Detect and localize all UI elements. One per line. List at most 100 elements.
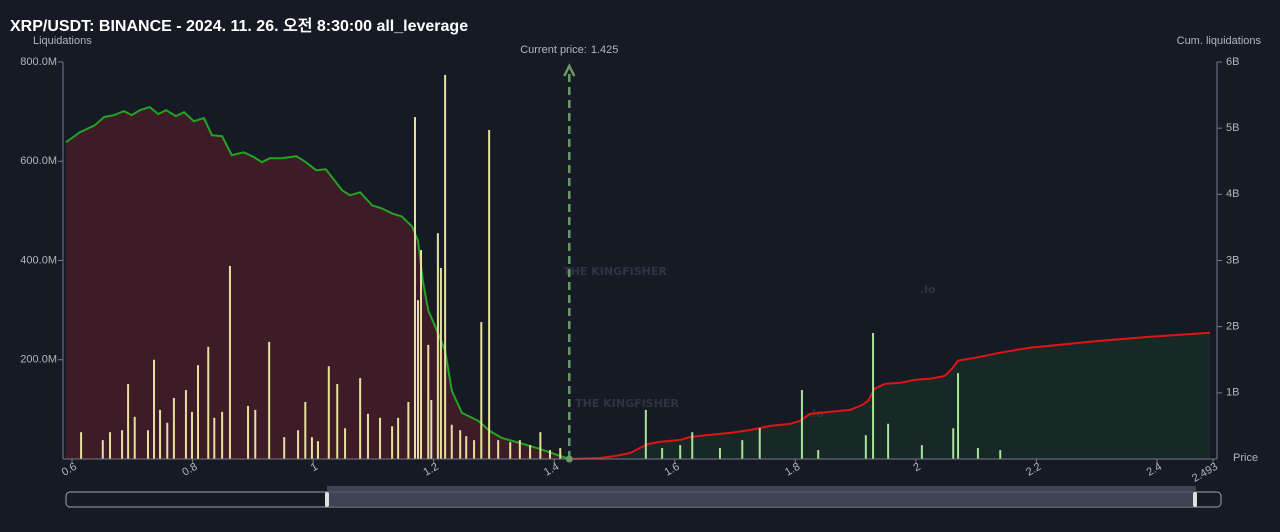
bar — [679, 445, 682, 459]
bar — [887, 423, 890, 459]
bar — [359, 378, 362, 459]
bar — [800, 390, 803, 459]
bar — [184, 390, 187, 459]
bar — [127, 384, 130, 459]
plot-area — [65, 74, 1211, 460]
bar — [999, 450, 1002, 459]
bar — [480, 322, 483, 459]
bar — [146, 430, 149, 459]
y-tick-label: 600.0M — [20, 155, 57, 167]
bar — [166, 422, 169, 459]
bar — [159, 409, 162, 459]
bar — [101, 440, 104, 459]
bar — [430, 399, 433, 459]
bar — [957, 373, 960, 459]
bar — [497, 440, 500, 459]
bar — [228, 265, 231, 459]
y2-tick-label: 1B — [1226, 387, 1239, 399]
bar — [718, 448, 721, 459]
bar — [366, 413, 369, 459]
bar — [304, 401, 307, 459]
y2-tick-label: 5B — [1226, 122, 1239, 134]
chart-title: XRP/USDT: BINANCE - 2024. 11. 26. 오전 8:3… — [10, 17, 468, 35]
line — [65, 105, 570, 460]
bar — [133, 416, 136, 459]
bar — [327, 366, 330, 459]
bar — [379, 417, 382, 459]
y-tick-label: 200.0M — [20, 354, 57, 366]
bar — [391, 426, 394, 459]
bar — [444, 74, 447, 459]
current-price-arrow — [563, 63, 576, 77]
bar — [413, 117, 416, 460]
current-price-value: 1.425 — [591, 44, 619, 56]
bar — [459, 430, 462, 459]
x-tick-label: 1 — [309, 461, 320, 474]
bar — [316, 441, 319, 459]
bar — [439, 267, 442, 459]
bar — [283, 437, 286, 459]
bar — [190, 411, 193, 459]
bar — [344, 428, 347, 459]
watermark: THE KINGFISHER — [575, 397, 679, 410]
scrollbar-window[interactable] — [327, 486, 1196, 507]
bar — [436, 233, 439, 459]
line — [569, 331, 1211, 460]
bar — [976, 448, 979, 459]
bar — [509, 442, 512, 459]
bar — [644, 409, 647, 459]
y-axis-label: Liquidations — [33, 35, 92, 47]
bar — [450, 424, 453, 459]
current-price-dot — [565, 455, 573, 463]
watermark-suffix: .io — [920, 283, 936, 296]
y2-axis-label: Cum. liquidations — [1177, 35, 1262, 47]
bar — [407, 401, 410, 459]
bar — [420, 250, 423, 459]
bar — [864, 435, 867, 459]
bar — [310, 437, 313, 459]
bar — [518, 440, 521, 459]
bar — [336, 384, 339, 459]
bar — [539, 432, 542, 459]
bar — [153, 359, 156, 459]
bar — [741, 440, 744, 459]
bar — [247, 405, 250, 459]
bar — [549, 450, 552, 459]
scrollbar-handle[interactable] — [325, 492, 329, 507]
bar — [268, 341, 271, 459]
y2-tick-label: 3B — [1226, 254, 1239, 266]
x-axis-label: Price — [1233, 452, 1258, 464]
bar — [529, 445, 532, 459]
bar — [197, 365, 200, 459]
area — [569, 332, 1210, 459]
bar — [872, 332, 875, 459]
area — [66, 107, 570, 459]
y2-tick-label: 6B — [1226, 56, 1239, 68]
bar — [473, 440, 476, 459]
bar — [758, 428, 761, 459]
bar — [691, 432, 694, 459]
y2-tick-label: 4B — [1226, 188, 1239, 200]
y-tick-label: 800.0M — [20, 56, 57, 68]
bar — [121, 430, 124, 459]
bar — [213, 417, 216, 459]
bar — [952, 428, 955, 459]
bar — [427, 344, 430, 459]
x-tick-label: 2 — [912, 461, 923, 474]
bar — [297, 430, 300, 459]
current-price-annotation: Current price: 1.425 — [520, 44, 618, 56]
bar — [254, 409, 257, 459]
bar — [397, 417, 400, 459]
bar — [559, 448, 562, 459]
bar — [80, 432, 83, 459]
bar — [488, 129, 491, 459]
bar — [417, 300, 420, 459]
bar — [172, 397, 175, 459]
scrollbar-handle[interactable] — [1193, 492, 1197, 507]
current-price-label: Current price: — [520, 44, 587, 56]
bar — [109, 432, 112, 459]
bar — [221, 411, 224, 459]
bar — [661, 448, 664, 459]
